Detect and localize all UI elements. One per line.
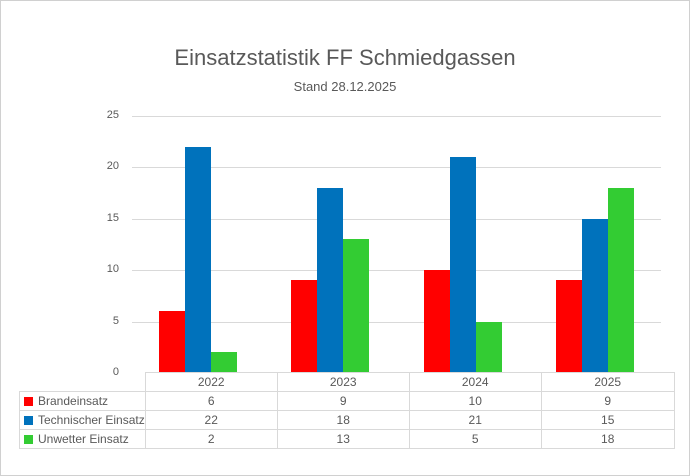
table-corner-cell [20,373,146,392]
value-cell-technischer-einsatz-2025: 15 [540,410,675,430]
gridline-25 [132,116,661,117]
legend-swatch-unwetter-einsatz [24,435,33,444]
gridline-10 [132,270,661,272]
table-row-brandeinsatz: Brandeinsatz 6 9 10 9 [19,391,675,411]
year-header-cell-2025: 2025 [540,372,675,392]
bar-brandeinsatz-2025 [555,280,582,373]
value-cell-unwetter-einsatz-2022: 2 [144,429,278,449]
value-cell-brandeinsatz-2025: 9 [540,391,675,411]
bar-group-2023 [264,116,396,373]
value-cell-unwetter-einsatz-2025: 18 [540,429,675,449]
bar-brandeinsatz-2024 [423,270,450,373]
data-table: 2022 2023 2024 2025 Brandeinsatz 6 9 10 9 Technis… [19,372,675,449]
value-cell-brandeinsatz-2024: 10 [408,391,542,411]
table-header-row: 2022 2023 2024 2025 [20,372,675,392]
gridline-20 [132,167,661,169]
bar-technischer-einsatz-2022 [185,147,212,373]
y-axis: 0 5 10 15 20 25 [1,109,119,378]
value-cell-technischer-einsatz-2022: 22 [144,410,278,430]
y-tick-label-0: 0 [112,366,119,378]
y-tick-label-15: 15 [106,211,119,224]
plot-area [132,116,661,373]
chart-subtitle: Stand 28.12.2025 [293,79,397,94]
bar-unwetter-einsatz-2025 [607,188,634,373]
legend-label-unwetter-einsatz: Unwetter Einsatz [38,432,129,446]
bar-brandeinsatz-2022 [159,311,186,373]
legend-label-brandeinsatz: Brandeinsatz [38,394,109,408]
y-tick-label-25: 25 [106,109,119,121]
year-header-cell-2023: 2023 [276,372,410,392]
table-row-technischer-einsatz: Technischer Einsatz 22 18 21 15 [19,410,675,430]
bar-technischer-einsatz-2023 [317,188,344,373]
bar-technischer-einsatz-2024 [449,157,476,373]
chart-title: Einsatzstatistik FF Schmiedgassen [174,45,516,70]
legend-cell-technischer-einsatz: Technischer Einsatz [19,410,146,430]
bar-brandeinsatz-2023 [291,280,318,373]
bar-group-2025 [529,116,661,373]
y-tick-label-5: 5 [112,314,119,327]
value-cell-brandeinsatz-2023: 9 [276,391,410,411]
bar-group-2022 [132,116,264,373]
y-tick-label-10: 10 [106,263,119,276]
value-cell-technischer-einsatz-2023: 18 [276,410,410,430]
legend-cell-unwetter-einsatz: Unwetter Einsatz [19,429,146,449]
table-row-unwetter-einsatz: Unwetter Einsatz 2 13 5 18 [19,429,675,449]
data-table-body: 2022 2023 2024 2025 Brandeinsatz 6 9 10 9 Technis… [19,372,675,449]
bar-group-2024 [397,116,529,373]
legend-swatch-brandeinsatz [24,397,33,406]
legend-swatch-technischer-einsatz [24,416,33,425]
bar-technischer-einsatz-2025 [581,219,608,373]
value-cell-unwetter-einsatz-2024: 5 [408,429,542,449]
year-header-cell-2022: 2022 [144,372,278,392]
value-cell-technischer-einsatz-2024: 21 [408,410,542,430]
bar-unwetter-einsatz-2023 [343,239,370,373]
bar-unwetter-einsatz-2024 [475,322,502,373]
y-tick-label-20: 20 [106,160,119,173]
legend-cell-brandeinsatz: Brandeinsatz [19,391,146,411]
value-cell-unwetter-einsatz-2023: 13 [276,429,410,449]
legend-label-technischer-einsatz: Technischer Einsatz [38,413,145,427]
bar-unwetter-einsatz-2022 [211,352,238,373]
value-cell-brandeinsatz-2022: 6 [144,391,278,411]
gridline-15 [132,218,661,220]
gridline-5 [132,321,661,323]
year-header-cell-2024: 2024 [408,372,542,392]
